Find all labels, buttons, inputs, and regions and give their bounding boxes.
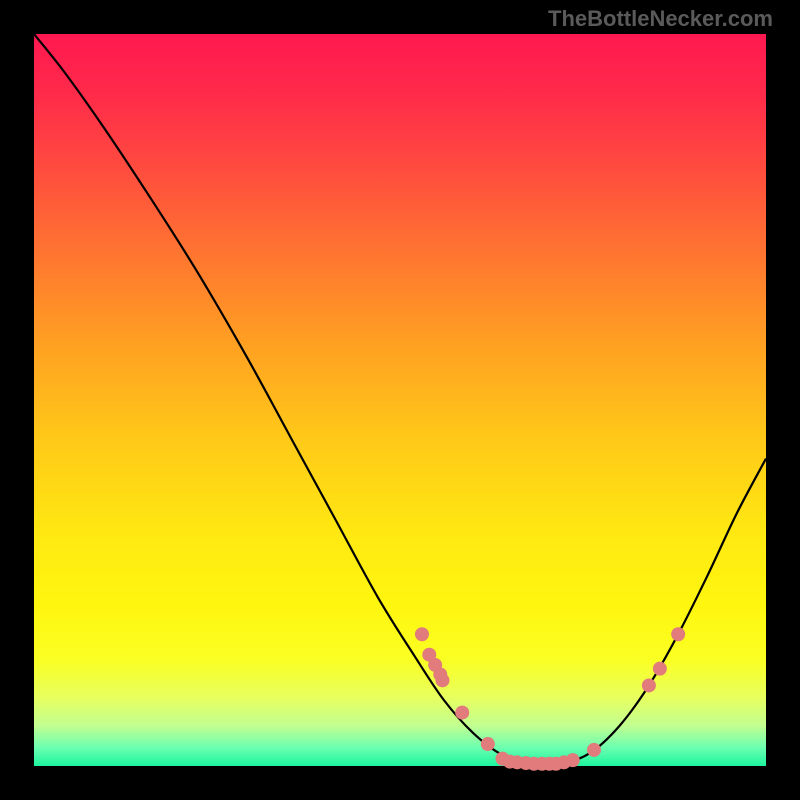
chart-svg <box>0 0 800 800</box>
data-marker <box>481 737 495 751</box>
data-marker <box>435 673 449 687</box>
watermark-text: TheBottleNecker.com <box>548 6 773 32</box>
gradient-background <box>34 34 766 766</box>
data-marker <box>587 743 601 757</box>
data-marker <box>671 627 685 641</box>
data-marker <box>642 678 656 692</box>
data-marker <box>415 627 429 641</box>
data-marker <box>566 753 580 767</box>
data-marker <box>653 662 667 676</box>
data-marker <box>455 706 469 720</box>
